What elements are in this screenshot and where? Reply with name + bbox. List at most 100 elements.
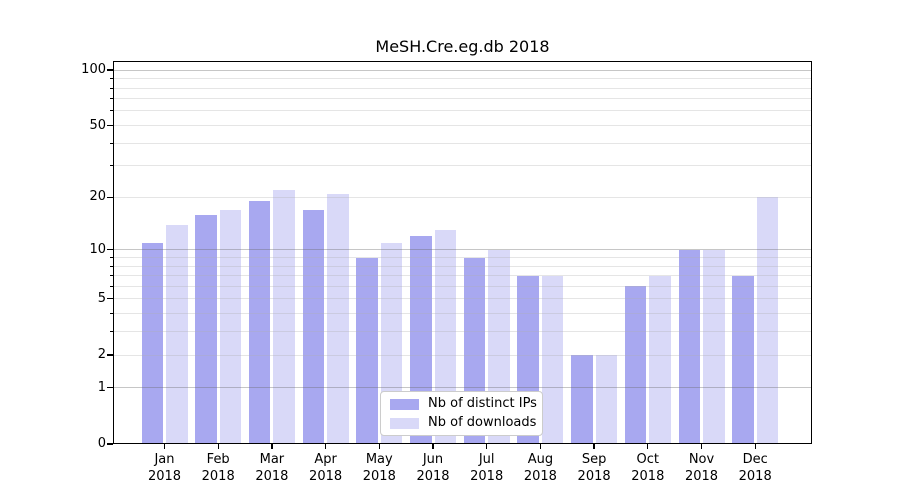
x-tick-label-month: Jun (422, 452, 444, 467)
x-tick-label-month: Apr (314, 452, 337, 467)
y-tick-minor (109, 110, 113, 112)
y-tick-minor (109, 142, 113, 144)
legend-swatch-downloads (390, 417, 419, 429)
x-tick-label-year: 2018 (147, 468, 182, 484)
bar-nb-of-distinct-ips-apr (302, 209, 325, 444)
bar-nb-of-downloads-mar (273, 190, 295, 444)
legend-item-distinct-ips: Nb of distinct IPs (390, 397, 537, 411)
x-tick (378, 444, 380, 449)
x-tick-label: Feb 2018 (190, 452, 246, 485)
bar-nb-of-distinct-ips-mar (248, 201, 271, 444)
y-tick-minor (109, 125, 113, 126)
y-tick-minor (109, 354, 113, 356)
y-tick-minor (109, 298, 113, 300)
x-tick-label-year: 2018 (255, 468, 289, 484)
x-tick-label: Oct 2018 (620, 452, 676, 485)
x-tick-label: Jan 2018 (137, 452, 193, 485)
x-tick-label-month: Dec (742, 452, 768, 467)
y-tick-minor (109, 165, 113, 167)
x-tick-label-year: 2018 (523, 468, 557, 484)
bar-nb-of-downloads-sep (595, 355, 618, 444)
legend: Nb of distinct IPs Nb of downloads (380, 391, 543, 436)
bar-nb-of-distinct-ips-feb (195, 214, 217, 444)
x-tick-label-month: Sep (581, 452, 607, 467)
y-tick-label: 2 (97, 347, 106, 362)
y-tick-minor (109, 196, 113, 198)
y-tick-minor (109, 331, 113, 333)
x-tick-label-year: 2018 (201, 468, 235, 484)
legend-item-downloads: Nb of downloads (390, 415, 537, 430)
x-tick (217, 444, 219, 449)
bar-nb-of-distinct-ips-may (356, 257, 378, 444)
x-tick-label-year: 2018 (309, 468, 343, 484)
x-tick-label-month: Feb (206, 452, 230, 467)
bar-nb-of-downloads-apr (327, 193, 349, 444)
plot-area (113, 61, 812, 444)
y-tick-label: 50 (89, 117, 106, 133)
x-tick-label-year: 2018 (577, 468, 611, 484)
y-tick-label: 100 (81, 62, 106, 78)
x-tick-label-year: 2018 (416, 468, 450, 484)
x-tick-label: Jun 2018 (405, 452, 461, 485)
x-tick-label: Apr 2018 (298, 452, 354, 485)
x-tick (700, 444, 703, 449)
y-tick (107, 69, 113, 71)
y-tick-minor (109, 275, 113, 276)
bars-layer (113, 61, 812, 444)
x-tick-label-month: Oct (636, 452, 660, 467)
y-tick-minor (109, 313, 113, 315)
x-tick-label-year: 2018 (738, 468, 772, 484)
bar-nb-of-distinct-ips-sep (571, 355, 593, 444)
x-tick-label: Jul 2018 (459, 452, 515, 485)
bar-nb-of-downloads-nov (703, 249, 725, 444)
x-tick (647, 444, 649, 449)
legend-label-distinct-ips: Nb of distinct IPs (428, 396, 537, 411)
bar-nb-of-downloads-jun (434, 230, 456, 444)
y-tick-label: 1 (97, 379, 106, 395)
bar-nb-of-downloads-aug (541, 275, 564, 444)
x-tick (754, 444, 756, 449)
x-tick-label-month: Jan (154, 452, 175, 467)
x-tick-label: Mar 2018 (244, 452, 300, 485)
x-tick-label-month: Nov (688, 452, 715, 467)
y-tick-minor (109, 265, 113, 267)
x-tick-label-month: Jul (478, 452, 495, 467)
y-tick-label: 10 (89, 241, 106, 257)
y-tick-label: 0 (97, 436, 106, 451)
y-tick (107, 387, 113, 389)
y-tick (107, 249, 113, 251)
y-tick (107, 443, 113, 445)
x-tick (324, 444, 327, 449)
x-tick-label-year: 2018 (684, 468, 719, 484)
y-tick-minor (109, 285, 113, 287)
x-tick-label-year: 2018 (362, 468, 396, 484)
bar-nb-of-downloads-feb (219, 209, 242, 444)
x-tick (539, 444, 542, 449)
x-tick-label: Sep 2018 (566, 452, 622, 485)
x-tick-label-month: Mar (259, 452, 285, 467)
chart-title: MeSH.Cre.eg.db 2018 (375, 37, 550, 56)
x-tick (486, 444, 488, 449)
legend-label-downloads: Nb of downloads (428, 415, 537, 430)
bar-nb-of-distinct-ips-oct (624, 286, 647, 444)
x-tick (163, 444, 166, 449)
y-tick-minor (109, 87, 113, 89)
x-tick-label: Aug 2018 (512, 452, 568, 485)
y-tick-minor (109, 257, 113, 258)
bar-nb-of-distinct-ips-nov (678, 249, 700, 444)
y-tick-label: 5 (97, 290, 106, 306)
legend-swatch-distinct-ips (390, 398, 419, 410)
x-tick-label-year: 2018 (470, 468, 504, 484)
x-tick-label-year: 2018 (631, 468, 665, 484)
x-tick (432, 444, 434, 449)
bar-nb-of-distinct-ips-jan (141, 242, 163, 444)
x-tick (271, 444, 273, 449)
x-tick-label: Nov 2018 (674, 452, 730, 485)
x-tick-label-month: Aug (527, 452, 554, 467)
x-tick (593, 444, 595, 449)
bar-nb-of-downloads-jan (166, 224, 188, 444)
bar-nb-of-distinct-ips-dec (732, 275, 754, 444)
x-tick-label-month: May (365, 452, 393, 467)
y-tick-minor (109, 78, 113, 79)
